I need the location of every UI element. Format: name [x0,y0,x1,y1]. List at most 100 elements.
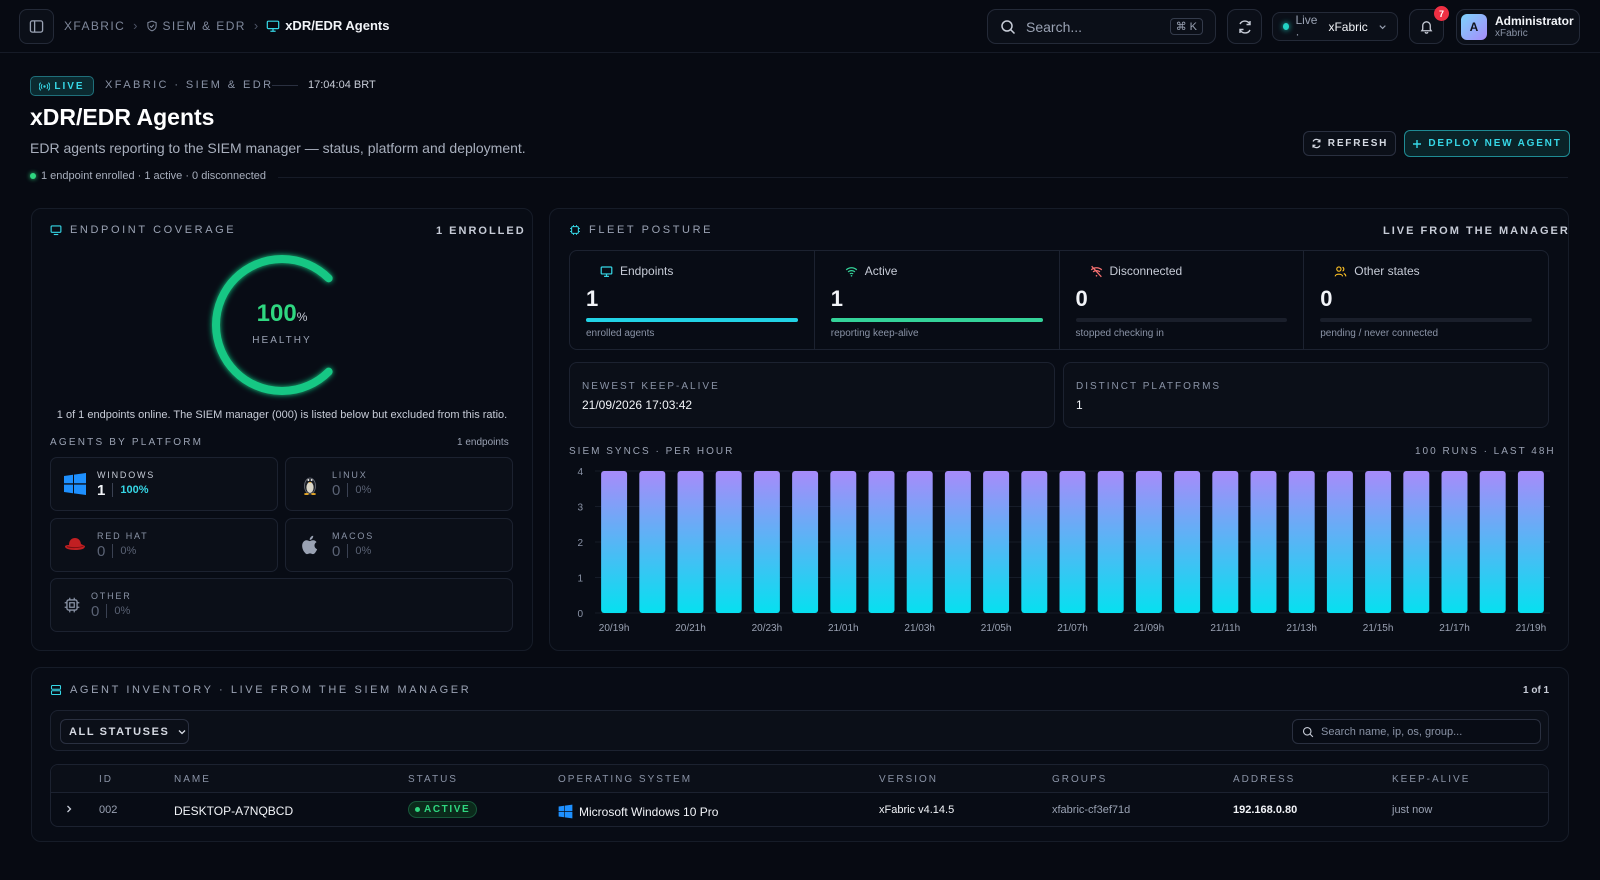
stat-other-states[interactable]: Other states 0 pending / never connected [1304,251,1548,349]
chart-bar[interactable] [1517,471,1544,613]
refresh-icon [1312,138,1321,149]
expand-row-button[interactable] [64,804,74,814]
platform-percent: 100% [120,484,149,496]
broadcast-icon [39,81,51,91]
user-name: Administrator [1495,14,1574,28]
deploy-agent-button[interactable]: DEPLOY NEW AGENT [1404,130,1570,157]
chart-bar[interactable] [715,471,742,613]
chart-bar[interactable] [1250,471,1277,613]
agent-groups[interactable]: xfabric-cf3ef71d [1052,804,1131,816]
stat-label: Disconnected [1109,264,1183,278]
status-summary: 1 endpoint enrolled · 1 active · 0 disco… [30,170,266,182]
platform-card-other[interactable]: OTHER 0 0% [50,578,513,632]
fleet-stats: Endpoints 1 enrolled agents Active 1 rep… [569,250,1549,350]
stat-endpoints[interactable]: Endpoints 1 enrolled agents [570,251,815,349]
notification-count-badge: 7 [1434,6,1449,21]
column-header[interactable]: STATUS [408,774,458,785]
status-dot [415,807,420,812]
column-header[interactable]: OPERATING SYSTEM [558,774,693,785]
platform-percent: 0% [355,484,372,496]
global-search-input[interactable]: Search... ⌘ K [987,9,1216,44]
chart-bar[interactable] [1479,471,1506,613]
platforms-count: 1 endpoints [457,437,509,448]
breadcrumb-current: xDR/EDR Agents [266,18,389,33]
chart-bar[interactable] [944,471,971,613]
breadcrumb-xfabric[interactable]: XFABRIC [64,18,126,33]
platform-card-windows[interactable]: WINDOWS 1 100% [50,457,278,511]
platform-card-redhat[interactable]: RED HAT 0 0% [50,518,278,572]
monitor-icon [50,225,62,236]
chart-bar[interactable] [601,471,628,613]
windows-icon [64,473,86,495]
stat-bar [586,318,798,322]
chart-bar[interactable] [1097,471,1124,613]
platform-percent: 0% [120,545,137,557]
column-header[interactable]: VERSION [879,774,939,785]
chart-bar[interactable] [753,471,780,613]
chart-bar[interactable] [677,471,704,613]
healthy-percent-unit: % [296,310,308,324]
chart-bar[interactable] [906,471,933,613]
live-label: Live · [1295,12,1318,41]
stat-label: Other states [1354,264,1420,278]
stat-disconnected[interactable]: Disconnected 0 stopped checking in [1060,251,1305,349]
inventory-pager: 1 of 1 [1523,685,1550,696]
chart-bar[interactable] [868,471,895,613]
chart-bar[interactable] [983,471,1010,613]
divider [278,177,1568,178]
chart-bar[interactable] [1212,471,1239,613]
x-tick-label: 21/19h [1516,623,1547,634]
breadcrumb-siem-edr[interactable]: SIEM & EDR [146,19,246,33]
stat-value: 0 [1075,286,1088,311]
users-icon [1334,265,1347,277]
sidebar-toggle-button[interactable] [19,9,54,44]
x-tick-label: 21/05h [981,623,1012,634]
live-org-selector[interactable]: Live · xFabric [1272,12,1398,41]
refresh-top-button[interactable] [1227,9,1262,44]
live-badge-label: LIVE [54,80,85,92]
clock: 17:04:04 BRT [308,79,376,91]
inventory-search-placeholder: Search name, ip, os, group... [1321,725,1463,738]
notifications-button[interactable]: 7 [1409,6,1449,44]
user-menu[interactable]: A Administrator xFabric [1456,9,1580,45]
stat-desc: enrolled agents [586,328,655,339]
chart-range-label: 100 RUNS · LAST 48H [1415,446,1556,457]
column-header[interactable]: ADDRESS [1233,774,1296,785]
chart-bar[interactable] [1441,471,1468,613]
chart-bar[interactable] [1135,471,1162,613]
refresh-button[interactable]: REFRESH [1303,131,1396,156]
column-header[interactable]: ID [99,774,113,785]
stat-value: 1 [830,286,843,311]
refresh-button-label: REFRESH [1327,138,1389,149]
stat-active[interactable]: Active 1 reporting keep-alive [815,251,1060,349]
stat-value: 0 [1320,286,1333,311]
avatar: A [1461,14,1487,40]
inventory-search-input[interactable]: Search name, ip, os, group... [1292,719,1541,744]
chart-bar[interactable] [1365,471,1392,613]
platform-percent: 0% [355,545,372,557]
status-filter-select[interactable]: ALL STATUSES [60,719,189,744]
platform-count: 1 [97,481,106,499]
platform-name: MACOS [332,530,375,541]
redhat-icon [65,538,85,550]
chevron-right-icon: › [133,18,138,33]
chart-bar[interactable] [792,471,819,613]
agent-name[interactable]: DESKTOP-A7NQBCD [174,804,294,818]
chart-bar[interactable] [1021,471,1048,613]
platform-card-linux[interactable]: LINUX 0 0% [285,457,513,511]
platform-name: OTHER [91,590,132,601]
chart-bar[interactable] [1288,471,1315,613]
x-tick-label: 21/07h [1057,623,1088,634]
chart-bar[interactable] [639,471,666,613]
column-header[interactable]: GROUPS [1052,774,1108,785]
platform-card-macos[interactable]: MACOS 0 0% [285,518,513,572]
column-header[interactable]: NAME [174,774,211,785]
bell-icon [1420,21,1433,34]
top-bar: XFABRIC › SIEM & EDR › xDR/EDR Agents Se… [0,0,1600,53]
chart-bar[interactable] [1403,471,1430,613]
chart-bar[interactable] [830,471,857,613]
chart-bar[interactable] [1174,471,1201,613]
chart-bar[interactable] [1059,471,1086,613]
column-header[interactable]: KEEP-ALIVE [1392,774,1471,785]
chart-bar[interactable] [1326,471,1353,613]
